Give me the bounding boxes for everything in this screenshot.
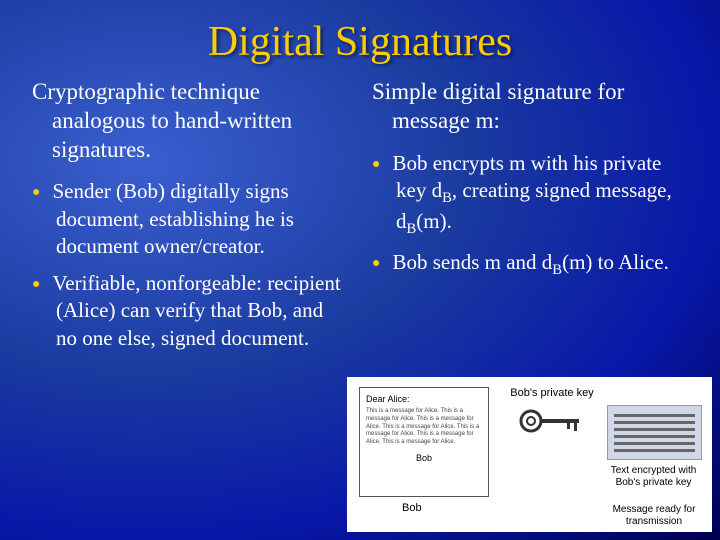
right-intro: Simple digital signature for message m: bbox=[372, 78, 688, 136]
left-column: Cryptographic technique analogous to han… bbox=[20, 78, 360, 362]
encrypted-label: Text encrypted with Bob's private key bbox=[601, 465, 706, 489]
letter-signature: Bob bbox=[366, 453, 482, 463]
encrypted-text-box bbox=[607, 405, 702, 460]
right-bullets: Bob encrypts m with his private key dB, … bbox=[372, 150, 688, 281]
left-bullets: Sender (Bob) digitally signs document, e… bbox=[32, 178, 348, 352]
right-bullet-1: Bob encrypts m with his private key dB, … bbox=[396, 150, 688, 240]
content-area: Cryptographic technique analogous to han… bbox=[0, 78, 720, 362]
letter-body: This is a message for Alice. This is a m… bbox=[366, 408, 482, 447]
right-bullet-2: Bob sends m and dB(m) to Alice. bbox=[396, 249, 688, 280]
key-area: Bob's private key bbox=[507, 387, 597, 441]
signature-diagram: Dear Alice: This is a message for Alice.… bbox=[347, 377, 712, 532]
key-icon bbox=[507, 406, 597, 441]
key-label: Bob's private key bbox=[507, 387, 597, 400]
left-bullet-1: Sender (Bob) digitally signs document, e… bbox=[56, 178, 348, 260]
right-column: Simple digital signature for message m: … bbox=[360, 78, 700, 362]
plaintext-letter: Dear Alice: This is a message for Alice.… bbox=[359, 387, 489, 497]
slide-title: Digital Signatures bbox=[0, 0, 720, 78]
left-bullet-2: Verifiable, nonforgeable: recipient (Ali… bbox=[56, 270, 348, 352]
ready-label: Message ready for transmission bbox=[604, 504, 704, 528]
bob-label: Bob bbox=[402, 502, 422, 514]
letter-greeting: Dear Alice: bbox=[366, 394, 482, 404]
cipher-lines bbox=[608, 406, 701, 464]
left-intro: Cryptographic technique analogous to han… bbox=[32, 78, 348, 164]
